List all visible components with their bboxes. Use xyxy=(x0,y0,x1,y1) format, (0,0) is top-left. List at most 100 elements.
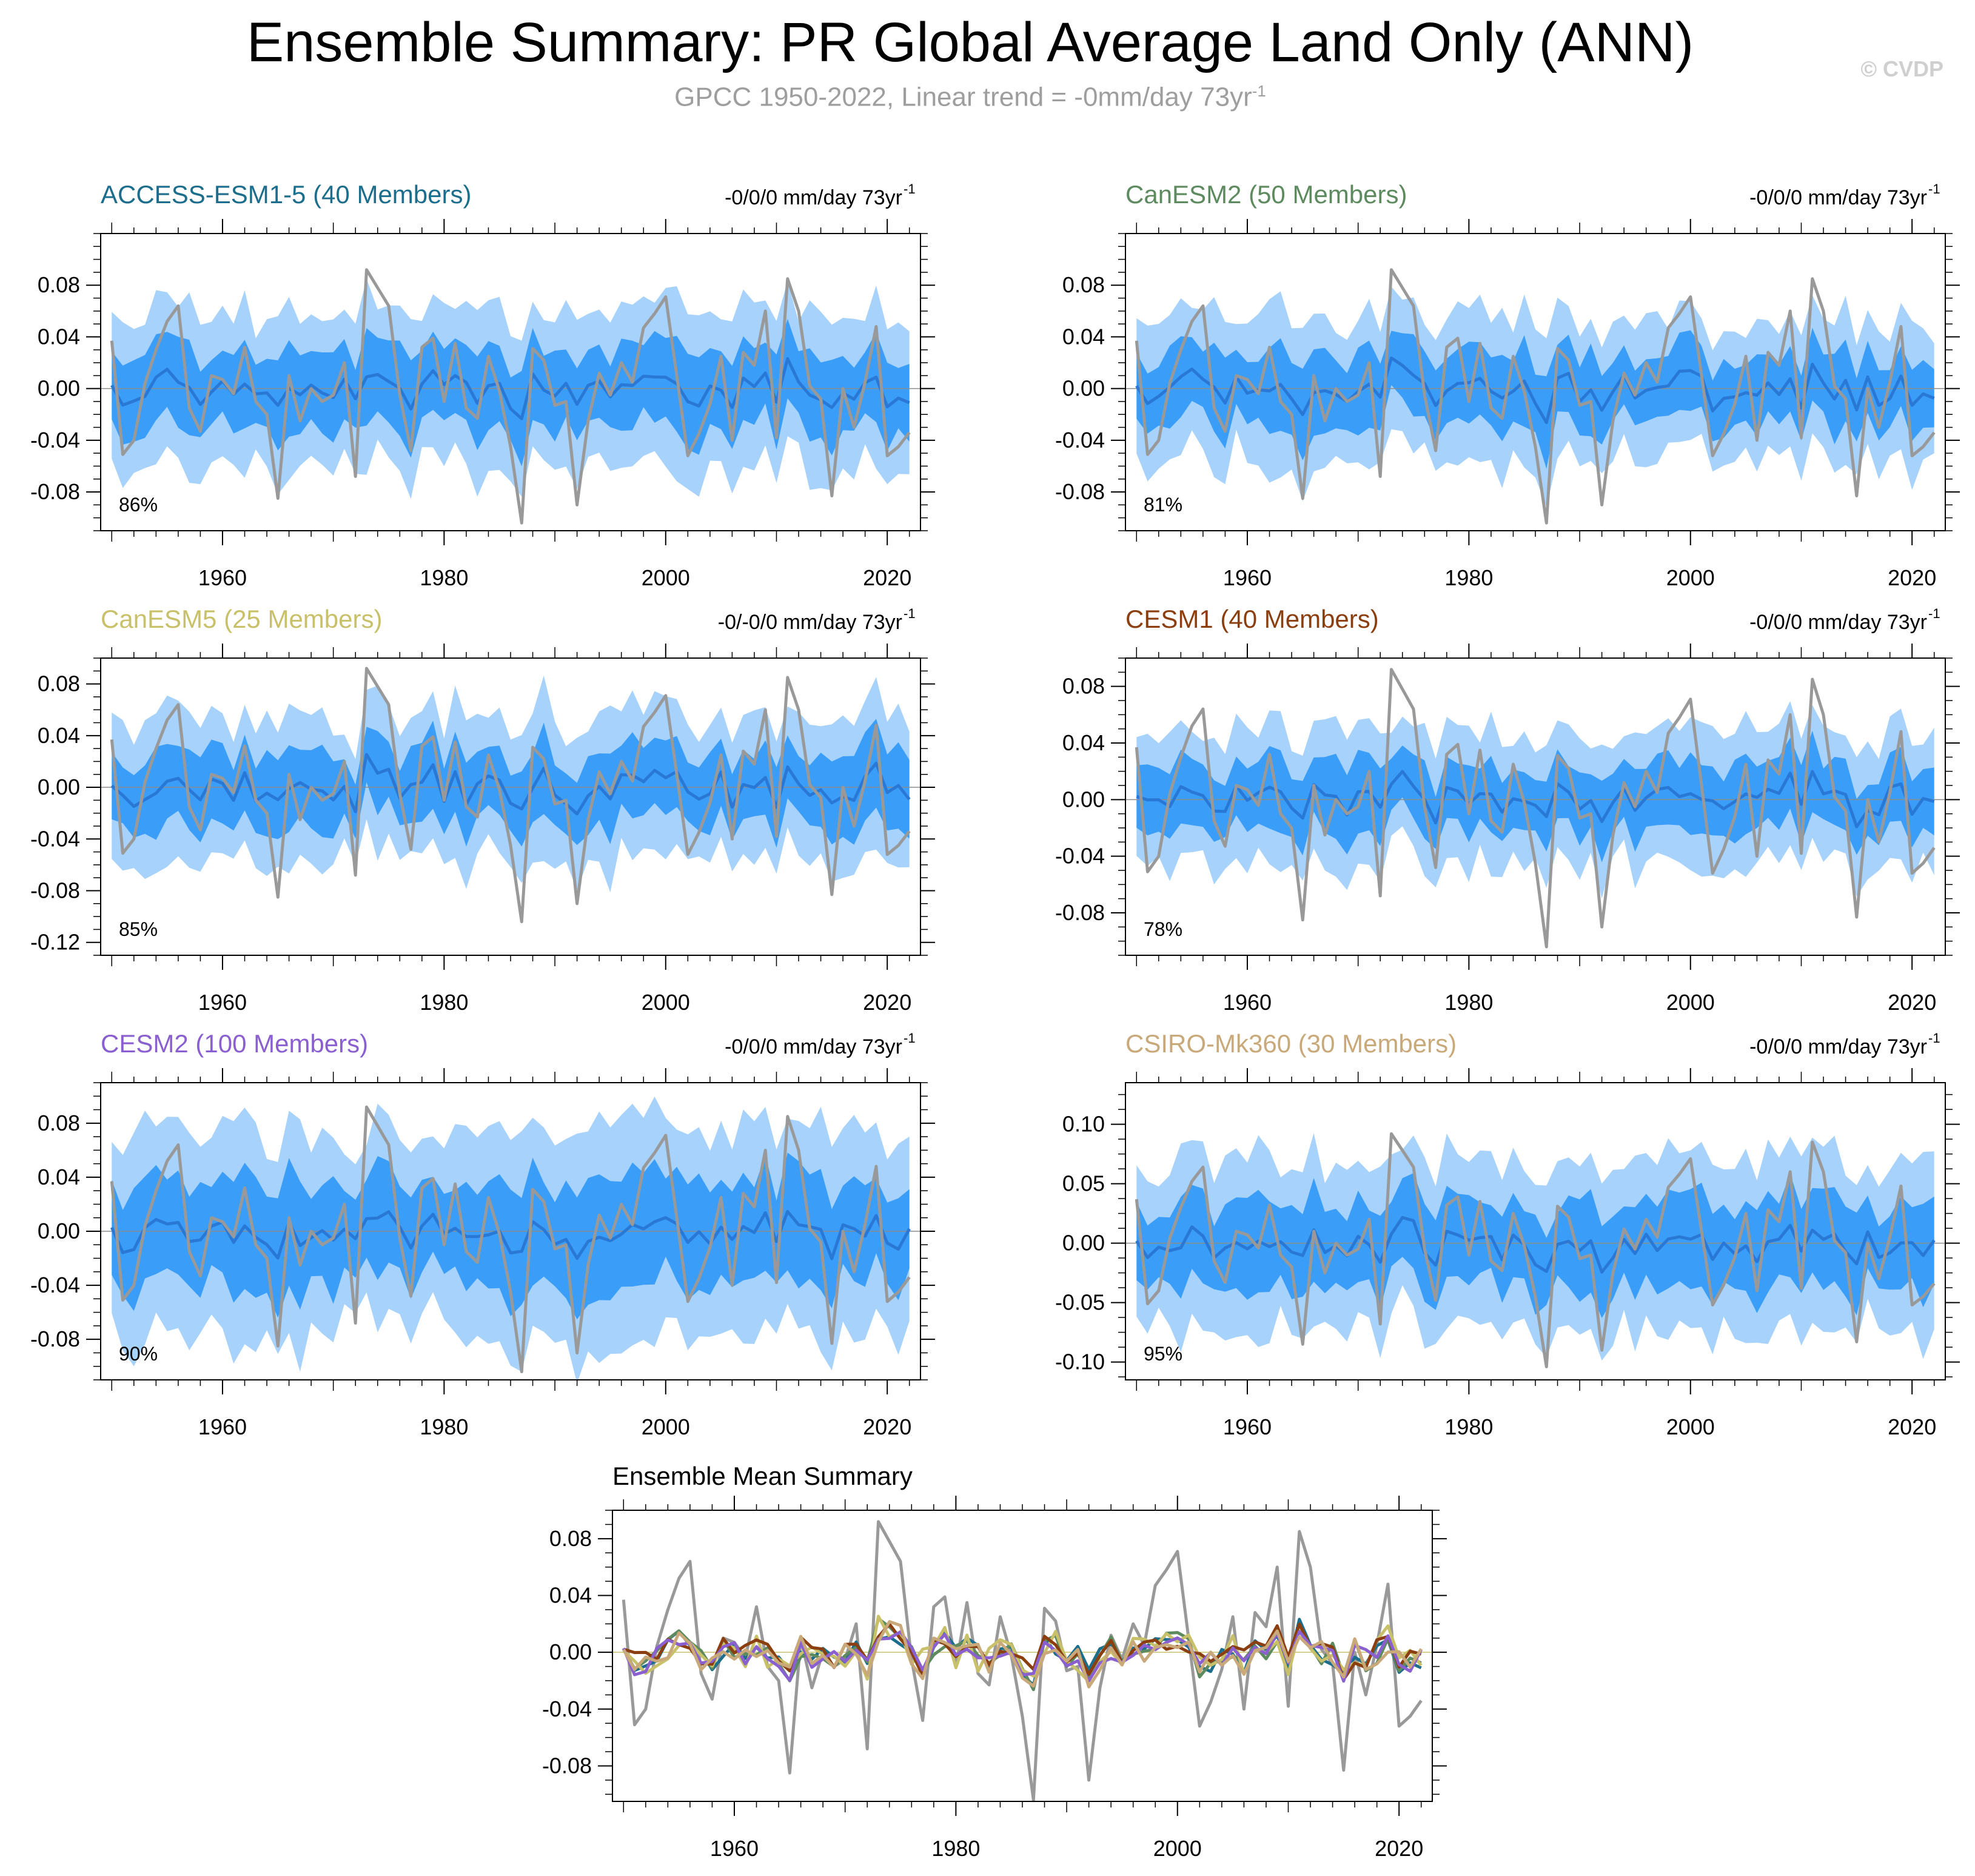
csiro-xtick-label: 1980 xyxy=(1444,1414,1493,1439)
canesm5-percent-label: 85% xyxy=(119,918,158,940)
canesm5-title: CanESM5 (25 Members) xyxy=(101,605,382,633)
cesm2-xtick-label: 1960 xyxy=(198,1414,247,1439)
canesm2-trend-label: -0/0/0 mm/day 73yr xyxy=(1749,186,1927,209)
summary-csiro-line xyxy=(622,1620,1423,1689)
csiro-trend-superscript: -1 xyxy=(1928,1030,1940,1046)
csiro-xtick-label: 2000 xyxy=(1666,1414,1715,1439)
cesm2-ytick-label: 0.00 xyxy=(38,1219,80,1243)
summary-ytick-label: 0.08 xyxy=(549,1526,592,1551)
canesm2-title: CanESM2 (50 Members) xyxy=(1125,180,1407,209)
canesm5-ytick-label: 0.00 xyxy=(38,775,80,799)
canesm5-trend-superscript: -1 xyxy=(904,606,916,621)
summary-observed-line xyxy=(622,1520,1423,1802)
panel-ensemble-mean-summary: -0.08 -0.04 0.00 0.04 0.08 1960 1980 2000 2020 En… xyxy=(542,1462,1447,1861)
cesm2-percent-label: 90% xyxy=(119,1343,158,1365)
access-percent-label: 86% xyxy=(119,494,158,516)
summary-ytick-label: 0.00 xyxy=(549,1639,592,1664)
csiro-percent-label: 95% xyxy=(1144,1343,1182,1365)
panel-csiro: -0.10 -0.05 0.00 0.05 0.10 1960 1980 2000 2020 CS… xyxy=(1055,1029,1960,1439)
access-xtick-label: 2020 xyxy=(863,565,911,590)
canesm5-ensemble-mean-line xyxy=(110,753,911,816)
canesm2-trend-superscript: -1 xyxy=(1928,181,1940,197)
csiro-ytick-label: 0.10 xyxy=(1062,1112,1105,1137)
cesm2-xtick-label: 1980 xyxy=(420,1414,468,1439)
canesm5-ytick-label: 0.08 xyxy=(38,671,80,696)
canesm5-ytick-label: 0.04 xyxy=(38,723,80,748)
canesm2-ytick-label: -0.08 xyxy=(1055,479,1105,504)
cesm2-inner-band xyxy=(112,1152,910,1320)
panel-cesm2: -0.08 -0.04 0.00 0.04 0.08 1960 1980 2000 2020 CE… xyxy=(30,1029,935,1439)
panel-canesm2: -0.08 -0.04 0.00 0.04 0.08 1960 1980 2000 2020 Ca… xyxy=(1055,180,1960,590)
access-xtick-label: 1980 xyxy=(420,565,468,590)
access-xtick-label: 1960 xyxy=(198,565,247,590)
cesm1-observed-line xyxy=(1135,668,1936,949)
canesm2-percent-label: 81% xyxy=(1144,494,1182,516)
cvdp-watermark: © CVDP xyxy=(1860,56,1943,81)
panel-access: -0.08 -0.04 0.00 0.04 0.08 1960 1980 2000 2020 AC… xyxy=(30,180,935,590)
cesm1-trend-superscript: -1 xyxy=(1928,606,1940,621)
summary-canesm5-line xyxy=(622,1615,1423,1683)
canesm2-inner-band xyxy=(1136,328,1934,469)
cesm2-trend-superscript: -1 xyxy=(904,1030,916,1046)
csiro-inner-band xyxy=(1136,1173,1934,1318)
summary-xtick-label: 2000 xyxy=(1153,1836,1202,1861)
canesm5-xtick-label: 1960 xyxy=(198,990,247,1015)
access-title: ACCESS-ESM1-5 (40 Members) xyxy=(101,180,471,209)
canesm5-xtick-label: 1980 xyxy=(420,990,468,1015)
csiro-trend-label: -0/0/0 mm/day 73yr xyxy=(1749,1035,1927,1058)
access-ensemble-mean-line xyxy=(110,357,910,420)
cesm1-ytick-label: -0.04 xyxy=(1055,844,1105,869)
cesm2-title: CESM2 (100 Members) xyxy=(101,1029,368,1058)
cesm1-title: CESM1 (40 Members) xyxy=(1125,605,1379,633)
canesm2-observed-line xyxy=(1135,268,1936,525)
cesm1-ensemble-mean-line xyxy=(1136,770,1935,829)
access-ytick-label: 0.00 xyxy=(38,376,80,401)
cesm2-trend-label: -0/0/0 mm/day 73yr xyxy=(725,1035,902,1058)
access-inner-band xyxy=(112,318,910,466)
access-ytick-label: -0.04 xyxy=(30,428,80,452)
summary-ytick-label: -0.04 xyxy=(542,1696,592,1721)
cesm1-ytick-label: 0.04 xyxy=(1062,730,1105,755)
csiro-ytick-label: 0.05 xyxy=(1062,1171,1105,1196)
subtitle-superscript: -1 xyxy=(1252,82,1266,100)
summary-xtick-label: 1980 xyxy=(931,1836,980,1861)
cesm1-percent-label: 78% xyxy=(1144,918,1182,940)
cesm2-xtick-label: 2000 xyxy=(642,1414,690,1439)
csiro-ytick-label: -0.05 xyxy=(1055,1290,1105,1315)
access-trend-label: -0/0/0 mm/day 73yr xyxy=(725,186,902,209)
summary-xtick-label: 2020 xyxy=(1375,1836,1423,1861)
subtitle-text: GPCC 1950-2022, Linear trend = -0mm/day … xyxy=(674,82,1252,112)
panel-canesm5: -0.12 -0.08 -0.04 0.00 0.04 0.08 1960 1980 2000 2… xyxy=(30,605,935,1015)
cesm1-ytick-label: 0.08 xyxy=(1062,674,1105,699)
access-ytick-label: 0.04 xyxy=(38,324,80,349)
access-observed-line xyxy=(110,268,911,525)
cesm2-ytick-label: -0.08 xyxy=(30,1326,80,1351)
canesm2-xtick-label: 2020 xyxy=(1888,565,1936,590)
csiro-title: CSIRO-Mk360 (30 Members) xyxy=(1125,1029,1457,1058)
csiro-xtick-label: 1960 xyxy=(1223,1414,1272,1439)
cesm2-observed-line xyxy=(110,1105,911,1374)
figure-title: Ensemble Summary: PR Global Average Land… xyxy=(246,12,1694,73)
cesm2-ytick-label: -0.04 xyxy=(30,1273,80,1297)
canesm2-xtick-label: 1980 xyxy=(1444,565,1493,590)
canesm5-xtick-label: 2000 xyxy=(642,990,690,1015)
canesm2-ytick-label: -0.04 xyxy=(1055,428,1105,452)
canesm2-ytick-label: 0.08 xyxy=(1062,272,1105,297)
access-trend-superscript: -1 xyxy=(904,181,916,197)
csiro-observed-line xyxy=(1135,1132,1936,1368)
cesm1-xtick-label: 1980 xyxy=(1444,990,1493,1015)
cesm2-xtick-label: 2020 xyxy=(863,1414,911,1439)
csiro-ytick-label: -0.10 xyxy=(1055,1350,1105,1374)
csiro-ytick-label: 0.00 xyxy=(1062,1231,1105,1256)
cesm1-ytick-label: 0.00 xyxy=(1062,787,1105,812)
cesm1-inner-band xyxy=(1136,730,1934,862)
canesm2-ensemble-mean-line xyxy=(1135,356,1935,425)
summary-ytick-label: -0.08 xyxy=(542,1753,592,1778)
canesm5-trend-label: -0/-0/0 mm/day 73yr xyxy=(718,611,902,634)
csiro-xtick-label: 2020 xyxy=(1888,1414,1936,1439)
cesm1-xtick-label: 1960 xyxy=(1223,990,1272,1015)
access-ytick-label: -0.08 xyxy=(30,479,80,504)
canesm5-ytick-label: -0.08 xyxy=(30,878,80,903)
cesm1-xtick-label: 2000 xyxy=(1666,990,1715,1015)
